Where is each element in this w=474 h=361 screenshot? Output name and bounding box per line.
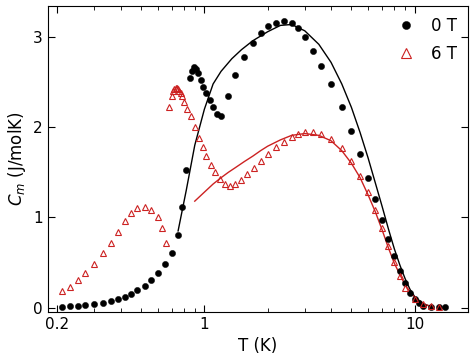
0 T	[59, 304, 64, 309]
6 T	[100, 251, 106, 256]
6 T	[174, 86, 180, 91]
0 T	[148, 278, 154, 283]
6 T	[402, 286, 408, 290]
6 T	[339, 146, 345, 150]
0 T	[402, 281, 408, 285]
Line: 6 T: 6 T	[58, 84, 442, 310]
0 T	[175, 233, 181, 238]
0 T	[282, 19, 287, 23]
X-axis label: T (K): T (K)	[238, 338, 278, 356]
0 T	[443, 305, 448, 309]
Y-axis label: $C_m$ (J/molK): $C_m$ (J/molK)	[6, 112, 27, 206]
6 T	[192, 125, 198, 129]
0 T	[273, 21, 279, 25]
0 T	[100, 301, 106, 305]
0 T	[218, 114, 224, 119]
Line: 0 T: 0 T	[59, 18, 448, 310]
6 T	[59, 289, 64, 293]
6 T	[173, 86, 179, 90]
6 T	[166, 105, 172, 110]
6 T	[436, 305, 442, 309]
Legend: 0 T, 6 T: 0 T, 6 T	[383, 10, 464, 70]
